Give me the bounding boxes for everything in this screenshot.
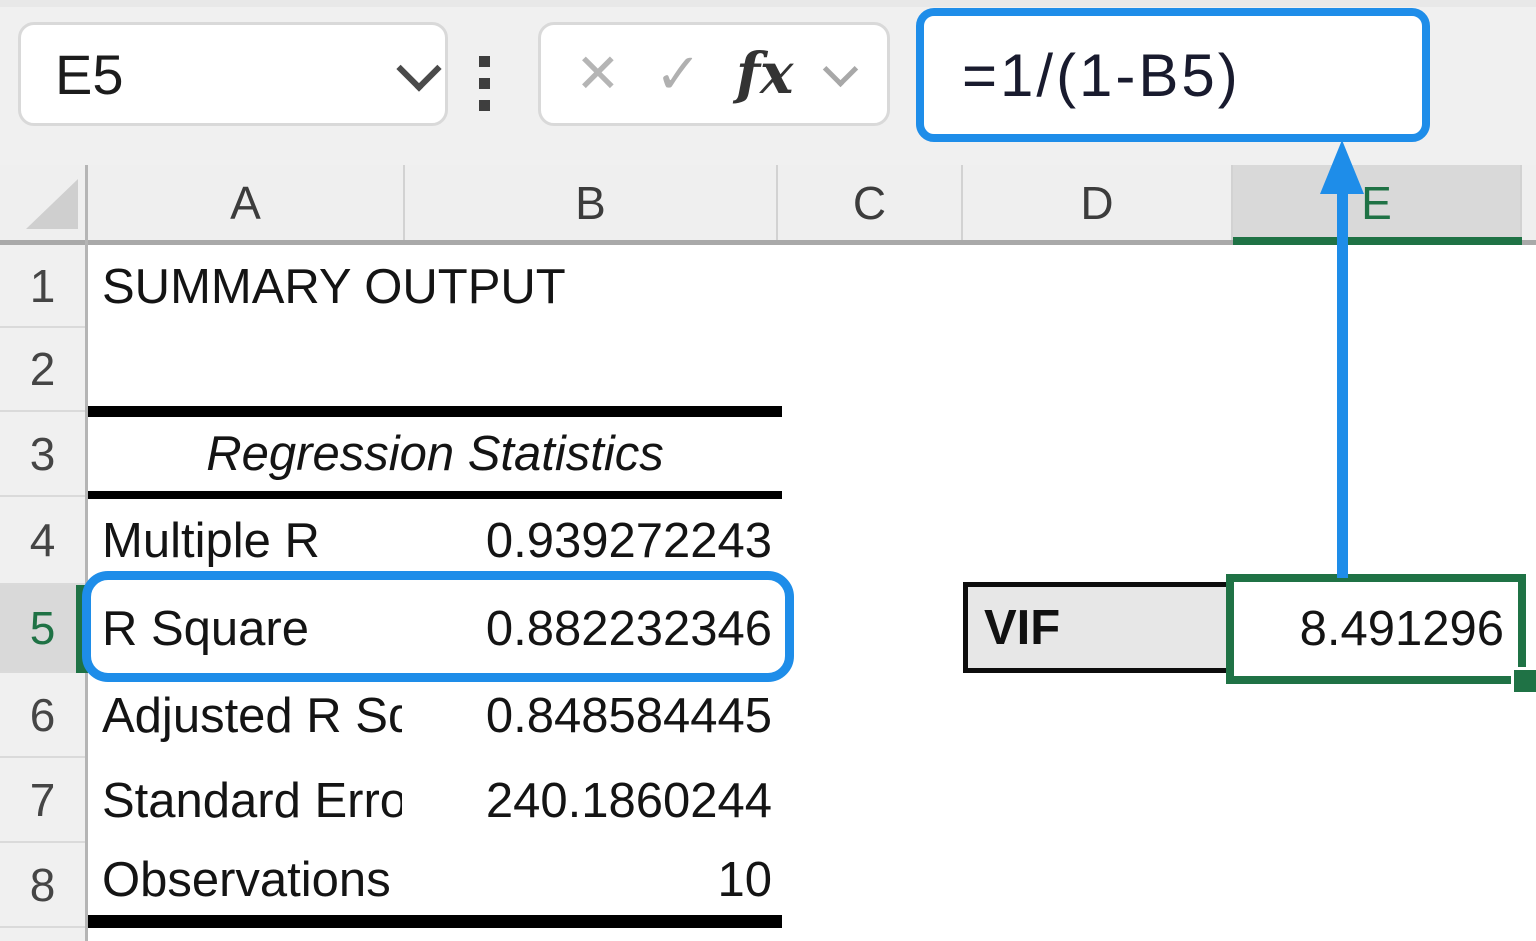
dot-icon: [479, 56, 490, 67]
header-divider: [0, 240, 1536, 245]
formula-input[interactable]: =1/(1-B5): [916, 8, 1430, 142]
cell-d5-vif[interactable]: VIF: [963, 582, 1233, 673]
insert-function-icon[interactable]: fx: [735, 41, 794, 107]
formula-text: =1/(1-B5): [962, 41, 1241, 109]
formula-bar-resize-handle[interactable]: [479, 56, 490, 122]
vif-value: 8.491296: [1299, 602, 1504, 656]
select-all-button[interactable]: [0, 165, 88, 240]
cell-b6[interactable]: 0.848584445: [485, 688, 772, 743]
chevron-down-icon[interactable]: [822, 51, 858, 87]
cell-b5[interactable]: 0.882232346: [485, 602, 772, 656]
cell-a5[interactable]: R Square: [102, 602, 310, 656]
selected-column-accent: [1233, 237, 1522, 245]
cell-a1[interactable]: SUMMARY OUTPUT: [102, 259, 566, 314]
row-header-2[interactable]: 2: [0, 328, 85, 412]
row-header-6[interactable]: 6: [0, 673, 85, 758]
fill-handle[interactable]: [1511, 667, 1536, 695]
vif-label: VIF: [984, 600, 1061, 655]
cell-a3-regression-title[interactable]: Regression Statistics: [206, 427, 664, 481]
column-header-a[interactable]: A: [88, 165, 405, 240]
column-header-b[interactable]: B: [405, 165, 778, 240]
row-header-7[interactable]: 7: [0, 758, 85, 843]
cell-a7[interactable]: Standard Error: [102, 773, 402, 828]
row-header-1[interactable]: 1: [0, 245, 85, 328]
r-square-highlight-annotation: [82, 571, 794, 682]
name-box-value: E5: [55, 42, 124, 106]
enter-icon[interactable]: ✓: [654, 42, 702, 105]
name-box[interactable]: E5: [18, 22, 448, 126]
column-header-c[interactable]: C: [778, 165, 963, 240]
select-all-triangle-icon: [26, 179, 78, 229]
row-header-8[interactable]: 8: [0, 843, 85, 928]
cell-a6[interactable]: Adjusted R Square: [102, 688, 402, 743]
row-header-partial[interactable]: [0, 928, 85, 941]
row-header-divider: [85, 165, 88, 941]
cancel-icon[interactable]: ✕: [575, 44, 621, 104]
row-header-3[interactable]: 3: [0, 412, 85, 497]
table-border-mid: [88, 491, 782, 499]
column-header-e-selected[interactable]: E: [1233, 165, 1522, 240]
formula-arrow-annotation: [1320, 140, 1364, 578]
table-border-bottom: [88, 915, 782, 928]
column-header-partial[interactable]: [1522, 165, 1536, 240]
table-border-top: [88, 406, 782, 417]
cell-a4[interactable]: Multiple R: [102, 514, 320, 568]
cell-b7[interactable]: 240.1860244: [485, 773, 772, 828]
dot-icon: [479, 100, 490, 111]
cell-a8[interactable]: Observations: [102, 852, 391, 907]
cell-b8[interactable]: 10: [717, 852, 772, 907]
row-header-5-selected[interactable]: 5: [0, 585, 85, 673]
dot-icon: [479, 78, 490, 89]
formula-bar: E5 ✕ ✓ fx =1/(1-B5): [0, 0, 1536, 165]
chevron-down-icon[interactable]: [396, 46, 442, 92]
column-header-d[interactable]: D: [963, 165, 1233, 240]
toolbar-top-band: [0, 0, 1536, 7]
cell-e5-selected[interactable]: 8.491296: [1226, 574, 1526, 684]
row-header-4[interactable]: 4: [0, 497, 85, 585]
cell-b4[interactable]: 0.939272243: [485, 514, 772, 568]
formula-buttons: ✕ ✓ fx: [538, 22, 890, 126]
